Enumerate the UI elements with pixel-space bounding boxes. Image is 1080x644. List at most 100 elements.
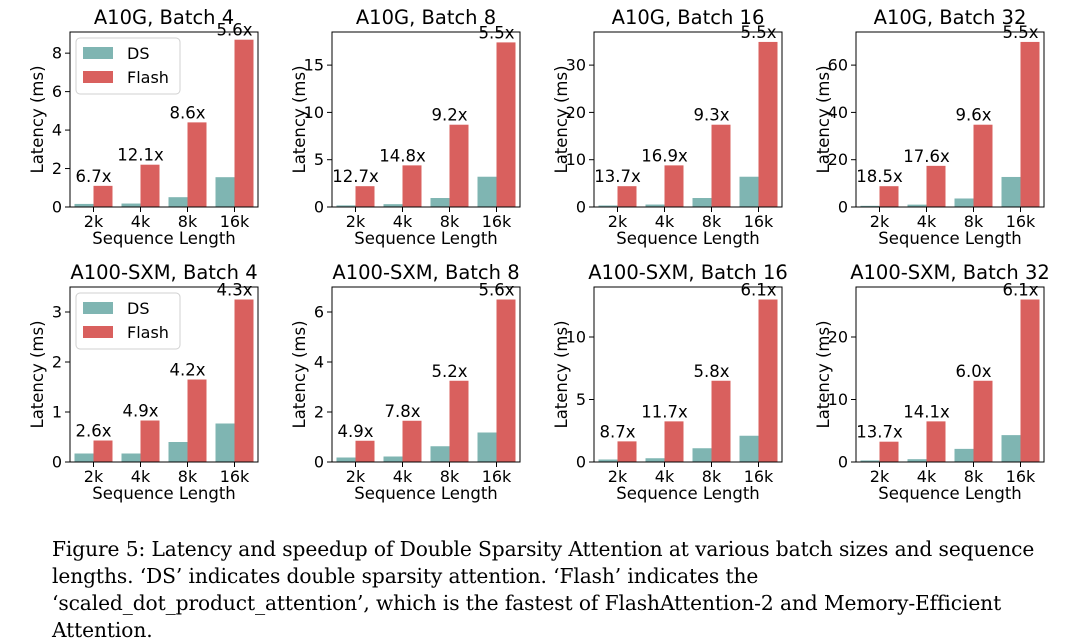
x-tick-label: 8k xyxy=(440,467,460,486)
x-axis-label: Sequence Length xyxy=(92,484,236,503)
y-tick-label: 10 xyxy=(566,150,586,169)
figure-caption: Figure 5: Latency and speedup of Double … xyxy=(52,537,1035,642)
x-tick-label: 16k xyxy=(482,212,512,231)
x-tick-label: 8k xyxy=(702,467,722,486)
x-tick-label: 16k xyxy=(1006,212,1036,231)
bar-ds-8k xyxy=(168,442,188,462)
speedup-label: 16.9x xyxy=(641,146,688,165)
y-tick-label: 5 xyxy=(314,150,324,169)
x-axis-label: Sequence Length xyxy=(878,229,1022,248)
speedup-label: 5.5x xyxy=(478,23,514,42)
speedup-label: 9.2x xyxy=(431,106,467,125)
bar-flash-8k xyxy=(187,122,207,207)
x-tick-label: 2k xyxy=(84,212,104,231)
legend-label-flash: Flash xyxy=(127,323,169,342)
y-tick-label: 20 xyxy=(828,328,848,347)
y-tick-label: 6 xyxy=(314,303,324,322)
x-tick-label: 8k xyxy=(178,467,198,486)
bar-flash-8k xyxy=(711,124,731,207)
y-axis-label: Latency (ms) xyxy=(814,65,833,173)
bar-ds-4k xyxy=(645,458,665,462)
bar-flash-16k xyxy=(234,299,254,462)
bar-ds-2k xyxy=(336,457,356,462)
speedup-label: 9.3x xyxy=(693,106,729,125)
y-axis-label: Latency (ms) xyxy=(552,65,571,173)
y-tick-label: 4 xyxy=(314,353,324,372)
y-tick-label: 60 xyxy=(828,56,848,75)
y-tick-label: 0 xyxy=(576,198,586,217)
chart-panel-8: A100-SXM, Batch 32 13.7x 2k 14.1x 4k 6.0x 8k 6.… xyxy=(814,261,1050,503)
x-tick-label: 16k xyxy=(220,467,250,486)
bar-ds-8k xyxy=(954,448,974,462)
x-tick-label: 16k xyxy=(744,467,774,486)
y-tick-label: 8 xyxy=(52,44,62,63)
y-tick-label: 1 xyxy=(52,403,62,422)
bar-flash-16k xyxy=(758,299,778,462)
speedup-label: 2.6x xyxy=(75,422,111,441)
legend-swatch-ds xyxy=(83,302,113,314)
x-tick-label: 4k xyxy=(393,467,413,486)
x-tick-label: 4k xyxy=(917,467,937,486)
bar-ds-16k xyxy=(1001,176,1021,207)
bar-ds-4k xyxy=(907,204,927,207)
speedup-label: 6.7x xyxy=(75,167,111,186)
x-tick-label: 4k xyxy=(917,212,937,231)
chart-panel-7: A100-SXM, Batch 16 8.7x 2k 11.7x 4k 5.8x 8k 6.1… xyxy=(552,261,788,503)
x-axis-label: Sequence Length xyxy=(354,484,498,503)
y-tick-label: 0 xyxy=(838,453,848,472)
bar-ds-2k xyxy=(74,453,94,462)
y-tick-label: 2 xyxy=(52,159,62,178)
x-tick-label: 4k xyxy=(655,212,675,231)
speedup-label: 8.6x xyxy=(169,103,205,122)
speedup-label: 11.7x xyxy=(641,402,688,421)
plot-frame xyxy=(331,286,521,463)
bar-flash-8k xyxy=(449,124,469,207)
bar-flash-16k xyxy=(496,299,516,462)
legend-label-flash: Flash xyxy=(127,68,169,87)
bar-flash-16k xyxy=(234,39,254,207)
x-tick-label: 4k xyxy=(393,212,413,231)
bar-ds-4k xyxy=(121,203,141,207)
bar-flash-2k xyxy=(355,186,375,207)
bar-flash-4k xyxy=(926,165,946,207)
chart-panel-1: A10G, Batch 4 6.7x 2k 12.1x 4k 8.6x 8k 5.6x 16k 0… xyxy=(28,6,259,248)
y-tick-label: 20 xyxy=(828,150,848,169)
chart-panel-5: A100-SXM, Batch 4 2.6x 2k 4.9x 4k 4.2x 8k 4.3x 1… xyxy=(28,261,259,503)
x-tick-label: 8k xyxy=(702,212,722,231)
bar-flash-2k xyxy=(879,441,899,462)
x-tick-label: 8k xyxy=(440,212,460,231)
y-tick-label: 0 xyxy=(52,198,62,217)
legend-swatch-ds xyxy=(83,47,113,59)
bar-flash-2k xyxy=(617,441,637,462)
speedup-label: 17.6x xyxy=(903,147,950,166)
bar-ds-2k xyxy=(860,460,880,462)
bar-ds-16k xyxy=(215,177,235,207)
y-axis-label: Latency (ms) xyxy=(28,320,47,428)
bar-flash-4k xyxy=(402,165,422,207)
x-tick-label: 8k xyxy=(178,212,198,231)
chart-title: A100-SXM, Batch 8 xyxy=(332,261,519,284)
y-tick-label: 5 xyxy=(576,390,586,409)
speedup-label: 14.1x xyxy=(903,402,950,421)
bar-ds-4k xyxy=(645,204,665,207)
bar-flash-16k xyxy=(758,41,778,207)
bar-ds-4k xyxy=(383,204,403,207)
y-axis-label: Latency (ms) xyxy=(552,320,571,428)
speedup-label: 8.7x xyxy=(599,422,635,441)
x-tick-label: 2k xyxy=(608,212,628,231)
y-axis-label: Latency (ms) xyxy=(290,320,309,428)
legend: DS Flash xyxy=(75,37,181,95)
bar-flash-4k xyxy=(140,164,160,207)
speedup-label: 6.1x xyxy=(740,281,776,300)
bar-ds-16k xyxy=(739,176,759,207)
y-tick-label: 0 xyxy=(52,453,62,472)
y-tick-label: 0 xyxy=(576,453,586,472)
chart-title: A10G, Batch 8 xyxy=(356,6,496,29)
bar-flash-8k xyxy=(711,380,731,462)
y-tick-label: 4 xyxy=(52,121,62,140)
bar-flash-16k xyxy=(1020,41,1040,207)
bar-flash-4k xyxy=(664,165,684,207)
bar-ds-8k xyxy=(430,446,450,462)
bar-ds-4k xyxy=(121,453,141,462)
y-tick-label: 6 xyxy=(52,82,62,101)
